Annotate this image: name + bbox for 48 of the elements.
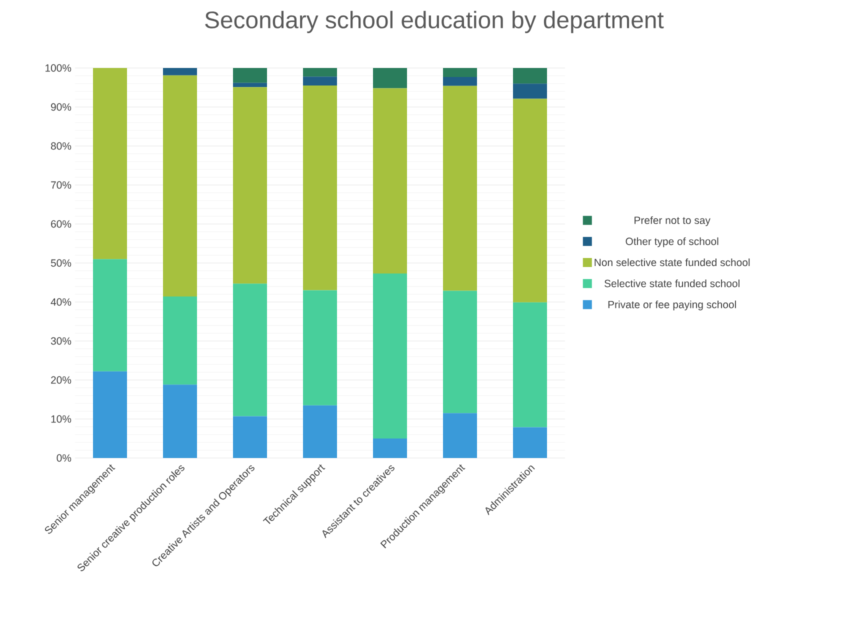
y-tick-label: 80% bbox=[50, 142, 72, 150]
bar bbox=[303, 405, 338, 458]
bar bbox=[513, 98, 548, 302]
bar bbox=[303, 290, 338, 406]
bar bbox=[93, 371, 127, 458]
bar bbox=[303, 68, 338, 77]
legend-label: Selective state funded school bbox=[604, 280, 740, 288]
bar bbox=[373, 438, 408, 458]
bar bbox=[443, 68, 478, 77]
bar bbox=[513, 302, 548, 428]
y-tick-label: 20% bbox=[51, 376, 72, 384]
bar bbox=[443, 86, 478, 291]
y-tick-label: 100% bbox=[46, 64, 72, 72]
bar bbox=[163, 296, 198, 385]
bar bbox=[373, 274, 408, 438]
bar bbox=[513, 427, 548, 458]
bar bbox=[303, 86, 338, 290]
y-tick-label: 50% bbox=[50, 259, 72, 267]
y-tick-label: 40% bbox=[50, 298, 72, 306]
y-tick-label: 60% bbox=[51, 220, 72, 228]
bar bbox=[163, 75, 198, 297]
bar bbox=[163, 384, 198, 458]
bar bbox=[233, 82, 268, 88]
text: Other type of school bbox=[626, 237, 718, 248]
bar bbox=[443, 413, 478, 458]
bar bbox=[93, 68, 127, 260]
legend-label: Non selective state funded school bbox=[594, 258, 750, 266]
bar bbox=[233, 284, 268, 416]
bar bbox=[373, 88, 408, 274]
bar bbox=[93, 259, 127, 372]
bar bbox=[163, 68, 198, 76]
y-tick-label: 10% bbox=[51, 415, 72, 423]
legend-label: Private or fee paying school bbox=[608, 300, 736, 310]
chart-title: Secondary school education by department bbox=[205, 10, 664, 34]
bar bbox=[443, 76, 478, 86]
y-tick-label: 0% bbox=[56, 454, 72, 462]
bar bbox=[233, 416, 268, 458]
y-tick-label: 90% bbox=[51, 103, 72, 111]
bar bbox=[513, 84, 548, 99]
bar bbox=[233, 68, 268, 83]
bar bbox=[233, 87, 268, 284]
bar bbox=[513, 68, 548, 84]
text: Prefer not to say bbox=[634, 216, 710, 226]
bar bbox=[443, 290, 478, 414]
bar bbox=[303, 76, 338, 86]
y-tick-label: 30% bbox=[50, 337, 72, 345]
bar bbox=[373, 68, 408, 88]
y-tick-label: 70% bbox=[51, 181, 72, 189]
